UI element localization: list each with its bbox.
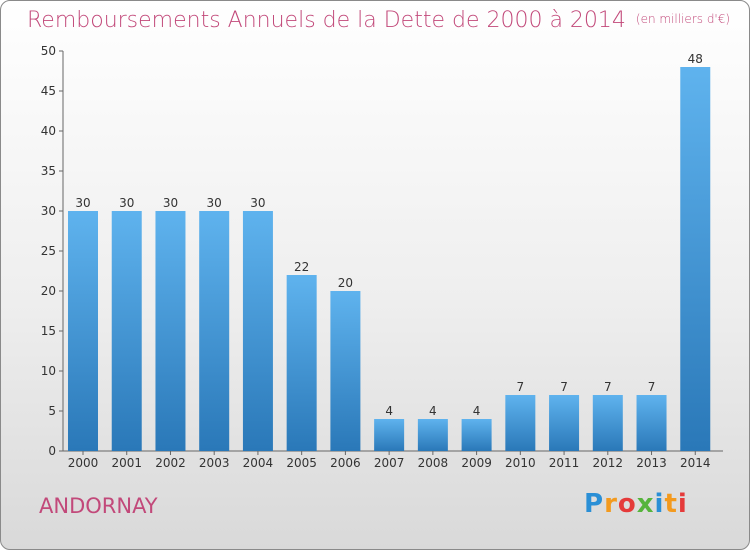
data-label: 30 bbox=[163, 196, 178, 210]
y-tick-label: 35 bbox=[41, 164, 56, 178]
x-tick-label: 2001 bbox=[111, 456, 142, 470]
data-label: 22 bbox=[294, 260, 309, 274]
x-tick-label: 2014 bbox=[680, 456, 711, 470]
logo-letter: i bbox=[654, 489, 665, 519]
data-label: 48 bbox=[688, 52, 703, 66]
logo-letter: i bbox=[677, 489, 688, 519]
x-tick-label: 2004 bbox=[243, 456, 274, 470]
bar bbox=[199, 211, 230, 451]
bar bbox=[680, 67, 711, 451]
bars bbox=[68, 67, 711, 451]
bar bbox=[68, 211, 98, 451]
commune-name: ANDORNAY bbox=[39, 494, 158, 518]
y-tick-label: 40 bbox=[41, 124, 56, 138]
logo-letter: P bbox=[584, 489, 605, 519]
data-label: 7 bbox=[560, 380, 568, 394]
x-tick-label: 2007 bbox=[374, 456, 405, 470]
bar bbox=[636, 395, 667, 451]
y-tick-label: 50 bbox=[41, 44, 56, 58]
chart-title: Remboursements Annuels de la Dette de 20… bbox=[27, 8, 730, 33]
x-tick-label: 2011 bbox=[549, 456, 580, 470]
bar bbox=[461, 419, 492, 451]
data-label: 30 bbox=[119, 196, 134, 210]
data-label: 4 bbox=[385, 404, 393, 418]
bar bbox=[111, 211, 142, 451]
y-tick-label: 10 bbox=[41, 364, 56, 378]
x-tick-label: 2002 bbox=[155, 456, 186, 470]
bar bbox=[286, 275, 317, 451]
data-label: 20 bbox=[338, 276, 353, 290]
bar bbox=[417, 419, 448, 451]
chart-unit: (en milliers d'€) bbox=[635, 12, 731, 26]
data-label: 7 bbox=[648, 380, 656, 394]
y-tick-label: 15 bbox=[41, 324, 56, 338]
y-tick-label: 20 bbox=[41, 284, 56, 298]
proxiti-logo[interactable]: Proxiti bbox=[584, 489, 688, 519]
x-tick-label: 2009 bbox=[461, 456, 492, 470]
x-tick-label: 2000 bbox=[68, 456, 99, 470]
y-tick-label: 0 bbox=[48, 444, 56, 458]
y-tick-label: 45 bbox=[41, 84, 56, 98]
y-tick-label: 5 bbox=[48, 404, 56, 418]
logo-letter: o bbox=[617, 489, 637, 519]
logo-letter: x bbox=[636, 489, 655, 519]
data-label: 30 bbox=[75, 196, 90, 210]
bar bbox=[155, 211, 186, 451]
x-tick-label: 2010 bbox=[505, 456, 536, 470]
x-tick-label: 2008 bbox=[418, 456, 449, 470]
x-tick-label: 2003 bbox=[199, 456, 230, 470]
data-label: 7 bbox=[517, 380, 525, 394]
bar bbox=[374, 419, 405, 451]
bar bbox=[505, 395, 536, 451]
data-label: 4 bbox=[429, 404, 437, 418]
data-label: 7 bbox=[604, 380, 612, 394]
chart-title-text: Remboursements Annuels de la Dette de 20… bbox=[27, 8, 626, 33]
x-tick-label: 2006 bbox=[330, 456, 361, 470]
bar bbox=[242, 211, 273, 451]
x-tick-label: 2013 bbox=[636, 456, 667, 470]
x-tick-label: 2005 bbox=[286, 456, 317, 470]
y-tick-label: 30 bbox=[41, 204, 56, 218]
bar bbox=[592, 395, 623, 451]
data-label: 4 bbox=[473, 404, 481, 418]
logo-letter: t bbox=[664, 489, 678, 519]
data-label: 30 bbox=[207, 196, 222, 210]
data-label: 30 bbox=[250, 196, 265, 210]
logo-letter: r bbox=[604, 489, 618, 519]
bar bbox=[549, 395, 580, 451]
labels: 2000 30 2001 30 2002 30 2003 30 2004 30 2005 22 2006… bbox=[68, 52, 711, 470]
bar bbox=[330, 291, 361, 451]
x-tick-label: 2012 bbox=[593, 456, 624, 470]
y-tick-label: 25 bbox=[41, 244, 56, 258]
axes: 0 5 10 15 20 25 30 35 40 45 50 bbox=[41, 44, 723, 458]
